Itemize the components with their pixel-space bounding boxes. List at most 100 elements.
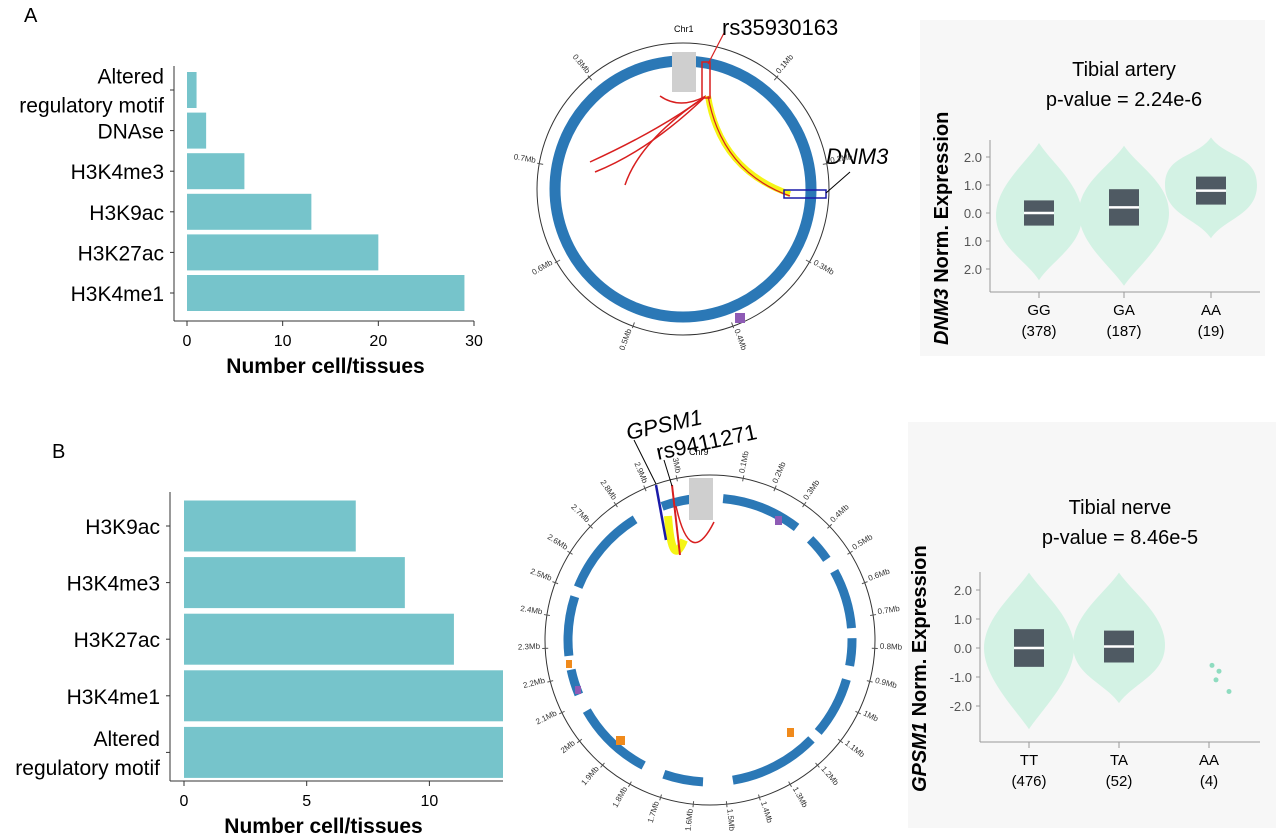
tick-label: 2.2Mb — [522, 676, 546, 690]
tick-mark — [847, 550, 853, 555]
violin-y-label: DNM3 Norm. Expression — [931, 112, 953, 345]
tick-mark — [659, 794, 662, 801]
group-label: GG — [1027, 302, 1050, 319]
category-label: regulatory motif — [19, 95, 164, 118]
x-tick-label: 30 — [465, 333, 483, 350]
bar — [184, 500, 356, 552]
y-tick-label: 2.0 — [964, 150, 982, 165]
snp-marker-box — [701, 61, 711, 99]
category-label: H3K9ac — [89, 202, 164, 225]
bar-chart-b: H3K9ac H3K4me3 H3K27ac H3K4me1 Altered regula… — [15, 492, 503, 837]
tick-label: 0.5Mb — [851, 532, 875, 552]
tick-mark — [725, 801, 728, 808]
link-arc — [707, 95, 791, 197]
tick-label: 2.4Mb — [520, 604, 544, 616]
link-arc — [589, 95, 707, 163]
tick-label: 0.7Mb — [877, 604, 901, 616]
bar — [187, 153, 245, 190]
category-label: H3K4me1 — [67, 686, 160, 709]
tick-label: 2.5Mb — [529, 567, 553, 583]
group-count: (19) — [1198, 323, 1225, 340]
group-count: (4) — [1200, 773, 1218, 790]
highlight-link — [664, 515, 688, 555]
tick-mark — [742, 475, 745, 482]
tick-mark — [815, 762, 820, 768]
circos-outer-circle — [544, 474, 876, 806]
tick-label: 1.8Mb — [611, 785, 630, 809]
gene-label: DNM3 — [826, 144, 889, 169]
panel-label-b: B — [52, 441, 65, 463]
tick-mark — [543, 614, 550, 616]
violin-pvalue: p-value = 2.24e-6 — [1046, 89, 1202, 111]
tick-mark — [870, 614, 877, 616]
y-tick-label: 1.0 — [964, 178, 982, 193]
tick-mark — [855, 710, 862, 715]
tick-mark — [788, 781, 792, 788]
gene-pointer-line — [825, 171, 851, 194]
tick-mark — [537, 162, 544, 165]
tick-mark — [554, 259, 561, 264]
feature-orange — [616, 736, 625, 745]
tick-label: 1Mb — [862, 709, 880, 724]
feature-orange — [787, 728, 794, 737]
tick-label: 0.4Mb — [732, 328, 748, 352]
gene-marker-box — [783, 189, 827, 199]
violin-chart-a: 2.0 1.0 0.0 1.0 2.0 Tibial artery p-value = 2.… — [931, 59, 1260, 345]
tick-mark — [758, 794, 761, 801]
bar — [187, 193, 312, 230]
outlier-dot — [1216, 668, 1222, 674]
tick-label: 0.8Mb — [571, 53, 593, 76]
snp-label: rs35930163 — [722, 15, 838, 40]
tick-label: 0.6Mb — [530, 258, 554, 277]
outlier-dot — [1226, 689, 1232, 694]
y-tick-label: 0.0 — [964, 206, 982, 221]
circos-gene-ring — [563, 493, 857, 787]
tick-label: 0.3Mb — [812, 258, 836, 277]
x-tick-label: 0 — [183, 333, 192, 350]
violin-y-label: GPSM1 Norm. Expression — [909, 545, 931, 792]
tick-label: 0.5Mb — [618, 327, 634, 351]
tick-mark — [866, 680, 873, 683]
snp-pointer-line — [663, 459, 673, 487]
tick-mark — [576, 738, 583, 744]
tick-mark — [802, 501, 807, 508]
tick-label: 3Mb — [671, 457, 683, 475]
tick-mark — [628, 781, 632, 788]
feature-purple — [735, 313, 745, 323]
x-tick-label: 0 — [180, 793, 189, 810]
x-tick-label: 10 — [274, 333, 292, 350]
tick-label: 0.3Mb — [801, 478, 821, 502]
tick-label: 0.4Mb — [828, 502, 851, 524]
snp-marker-line — [671, 484, 681, 556]
tick-mark — [731, 322, 735, 329]
tick-label: 0.1Mb — [737, 450, 750, 474]
tick-mark — [773, 485, 777, 492]
tick-mark — [827, 523, 833, 529]
category-label: DNAse — [97, 121, 164, 144]
tick-label: 0.2Mb — [771, 460, 788, 484]
group-label: TA — [1110, 752, 1128, 769]
centromere-marker — [689, 478, 713, 520]
x-tick-label: 10 — [420, 793, 438, 810]
y-tick-label: 1.0 — [954, 612, 972, 627]
x-axis-title: Number cell/tissues — [224, 815, 422, 837]
circos-plot-b: Chr9 GPSM1 rs9411271 0.1Mb 0.2Mb0.3Mb0.4M… — [518, 404, 903, 832]
circos-outer-circle — [536, 42, 830, 336]
tick-mark — [643, 485, 647, 492]
y-label-rest: Norm. Expression — [909, 545, 931, 716]
tick-label: 2.9Mb — [632, 461, 649, 485]
bar — [187, 234, 379, 271]
tick-label: 1.5Mb — [725, 808, 736, 832]
y-label-rest: Norm. Expression — [931, 112, 953, 283]
tick-mark — [631, 322, 635, 329]
tick-mark — [805, 259, 812, 264]
tick-label: 1.3Mb — [791, 785, 810, 809]
tick-label: 0.9Mb — [874, 676, 898, 690]
y-tick-label: -2.0 — [950, 699, 972, 714]
feature-orange — [566, 660, 572, 668]
tick-mark — [822, 162, 829, 165]
category-label: H3K9ac — [85, 516, 160, 539]
gene-marker-line — [654, 484, 668, 541]
tick-mark — [613, 501, 618, 508]
tick-label: 0.7Mb — [513, 152, 537, 165]
